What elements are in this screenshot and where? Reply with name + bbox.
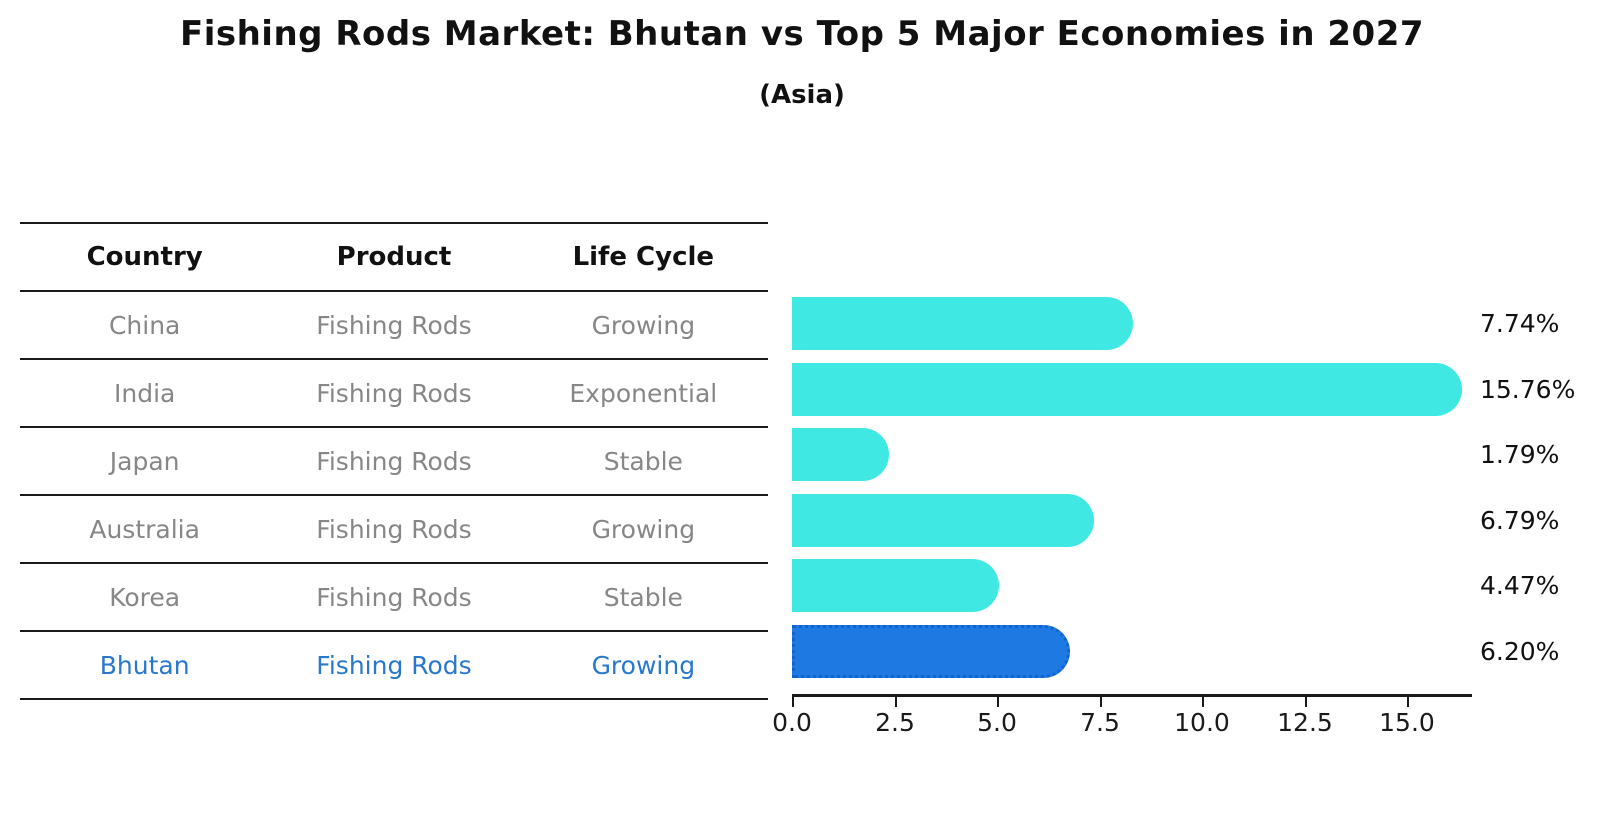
table-cell-life-cycle: Growing bbox=[591, 514, 696, 544]
table-cell-country: Bhutan bbox=[99, 650, 190, 680]
chart-title: Fishing Rods Market: Bhutan vs Top 5 Maj… bbox=[179, 14, 1425, 54]
table-cell-country: Australia bbox=[89, 514, 200, 544]
bar-india bbox=[792, 363, 1462, 416]
table-row: Japan Fishing Rods Stable bbox=[20, 428, 768, 496]
x-axis-tick-label: 12.5 bbox=[1277, 708, 1333, 737]
table-cell-product: Fishing Rods bbox=[316, 514, 472, 544]
table-header-row: Country Product Life Cycle bbox=[20, 224, 768, 292]
x-axis-tick bbox=[1100, 697, 1102, 707]
x-axis-tick-label: 10.0 bbox=[1174, 708, 1230, 737]
table-cell-country: India bbox=[113, 378, 176, 408]
column-header-life-cycle: Life Cycle bbox=[572, 242, 715, 272]
table-cell-life-cycle: Growing bbox=[591, 310, 696, 340]
table-cell-life-cycle: Growing bbox=[591, 650, 696, 680]
bar-value-label: 7.74% bbox=[1480, 309, 1560, 338]
bar-value-label: 4.47% bbox=[1480, 571, 1560, 600]
chart-subtitle: (Asia) bbox=[759, 80, 845, 110]
table-cell-product: Fishing Rods bbox=[316, 446, 472, 476]
x-axis-tick bbox=[1202, 697, 1204, 707]
table-cell-product: Fishing Rods bbox=[316, 650, 472, 680]
bar-korea bbox=[792, 559, 999, 612]
table-row: China Fishing Rods Growing bbox=[20, 292, 768, 360]
x-axis-tick bbox=[895, 697, 897, 707]
table-row: India Fishing Rods Exponential bbox=[20, 360, 768, 428]
bar-value-label: 6.20% bbox=[1480, 637, 1560, 666]
x-axis-tick-label: 15.0 bbox=[1379, 708, 1435, 737]
table-cell-product: Fishing Rods bbox=[316, 582, 472, 612]
table-cell-country: Japan bbox=[109, 446, 180, 476]
table-row: Korea Fishing Rods Stable bbox=[20, 564, 768, 632]
x-axis-tick bbox=[1305, 697, 1307, 707]
bar-japan bbox=[792, 428, 889, 481]
table-body: China Fishing Rods Growing India Fishing… bbox=[20, 292, 768, 700]
table-row: Australia Fishing Rods Growing bbox=[20, 496, 768, 564]
x-axis-tick-label: 7.5 bbox=[1080, 708, 1120, 737]
x-axis-tick-label: 2.5 bbox=[875, 708, 915, 737]
x-axis-tick-label: 5.0 bbox=[977, 708, 1017, 737]
x-axis-tick bbox=[792, 697, 794, 707]
bar-australia bbox=[792, 494, 1094, 547]
table-cell-life-cycle: Exponential bbox=[569, 378, 718, 408]
table-cell-country: China bbox=[108, 310, 181, 340]
bar-value-label: 1.79% bbox=[1480, 440, 1560, 469]
bar-bhutan bbox=[792, 625, 1070, 678]
x-axis-tick bbox=[997, 697, 999, 707]
bar-value-label: 6.79% bbox=[1480, 506, 1560, 535]
bar-china bbox=[792, 297, 1133, 350]
x-axis-line bbox=[792, 694, 1472, 697]
table-cell-life-cycle: Stable bbox=[603, 446, 683, 476]
table-cell-product: Fishing Rods bbox=[316, 310, 472, 340]
table-cell-product: Fishing Rods bbox=[316, 378, 472, 408]
table-cell-country: Korea bbox=[109, 582, 181, 612]
country-table: Country Product Life Cycle China Fishing… bbox=[20, 222, 768, 700]
x-axis-tick bbox=[1407, 697, 1409, 707]
x-axis-tick-label: 0.0 bbox=[772, 708, 812, 737]
column-header-country: Country bbox=[86, 242, 203, 272]
column-header-product: Product bbox=[336, 242, 452, 272]
table-cell-life-cycle: Stable bbox=[603, 582, 683, 612]
table-row: Bhutan Fishing Rods Growing bbox=[20, 632, 768, 700]
bar-value-label: 15.76% bbox=[1480, 375, 1576, 404]
